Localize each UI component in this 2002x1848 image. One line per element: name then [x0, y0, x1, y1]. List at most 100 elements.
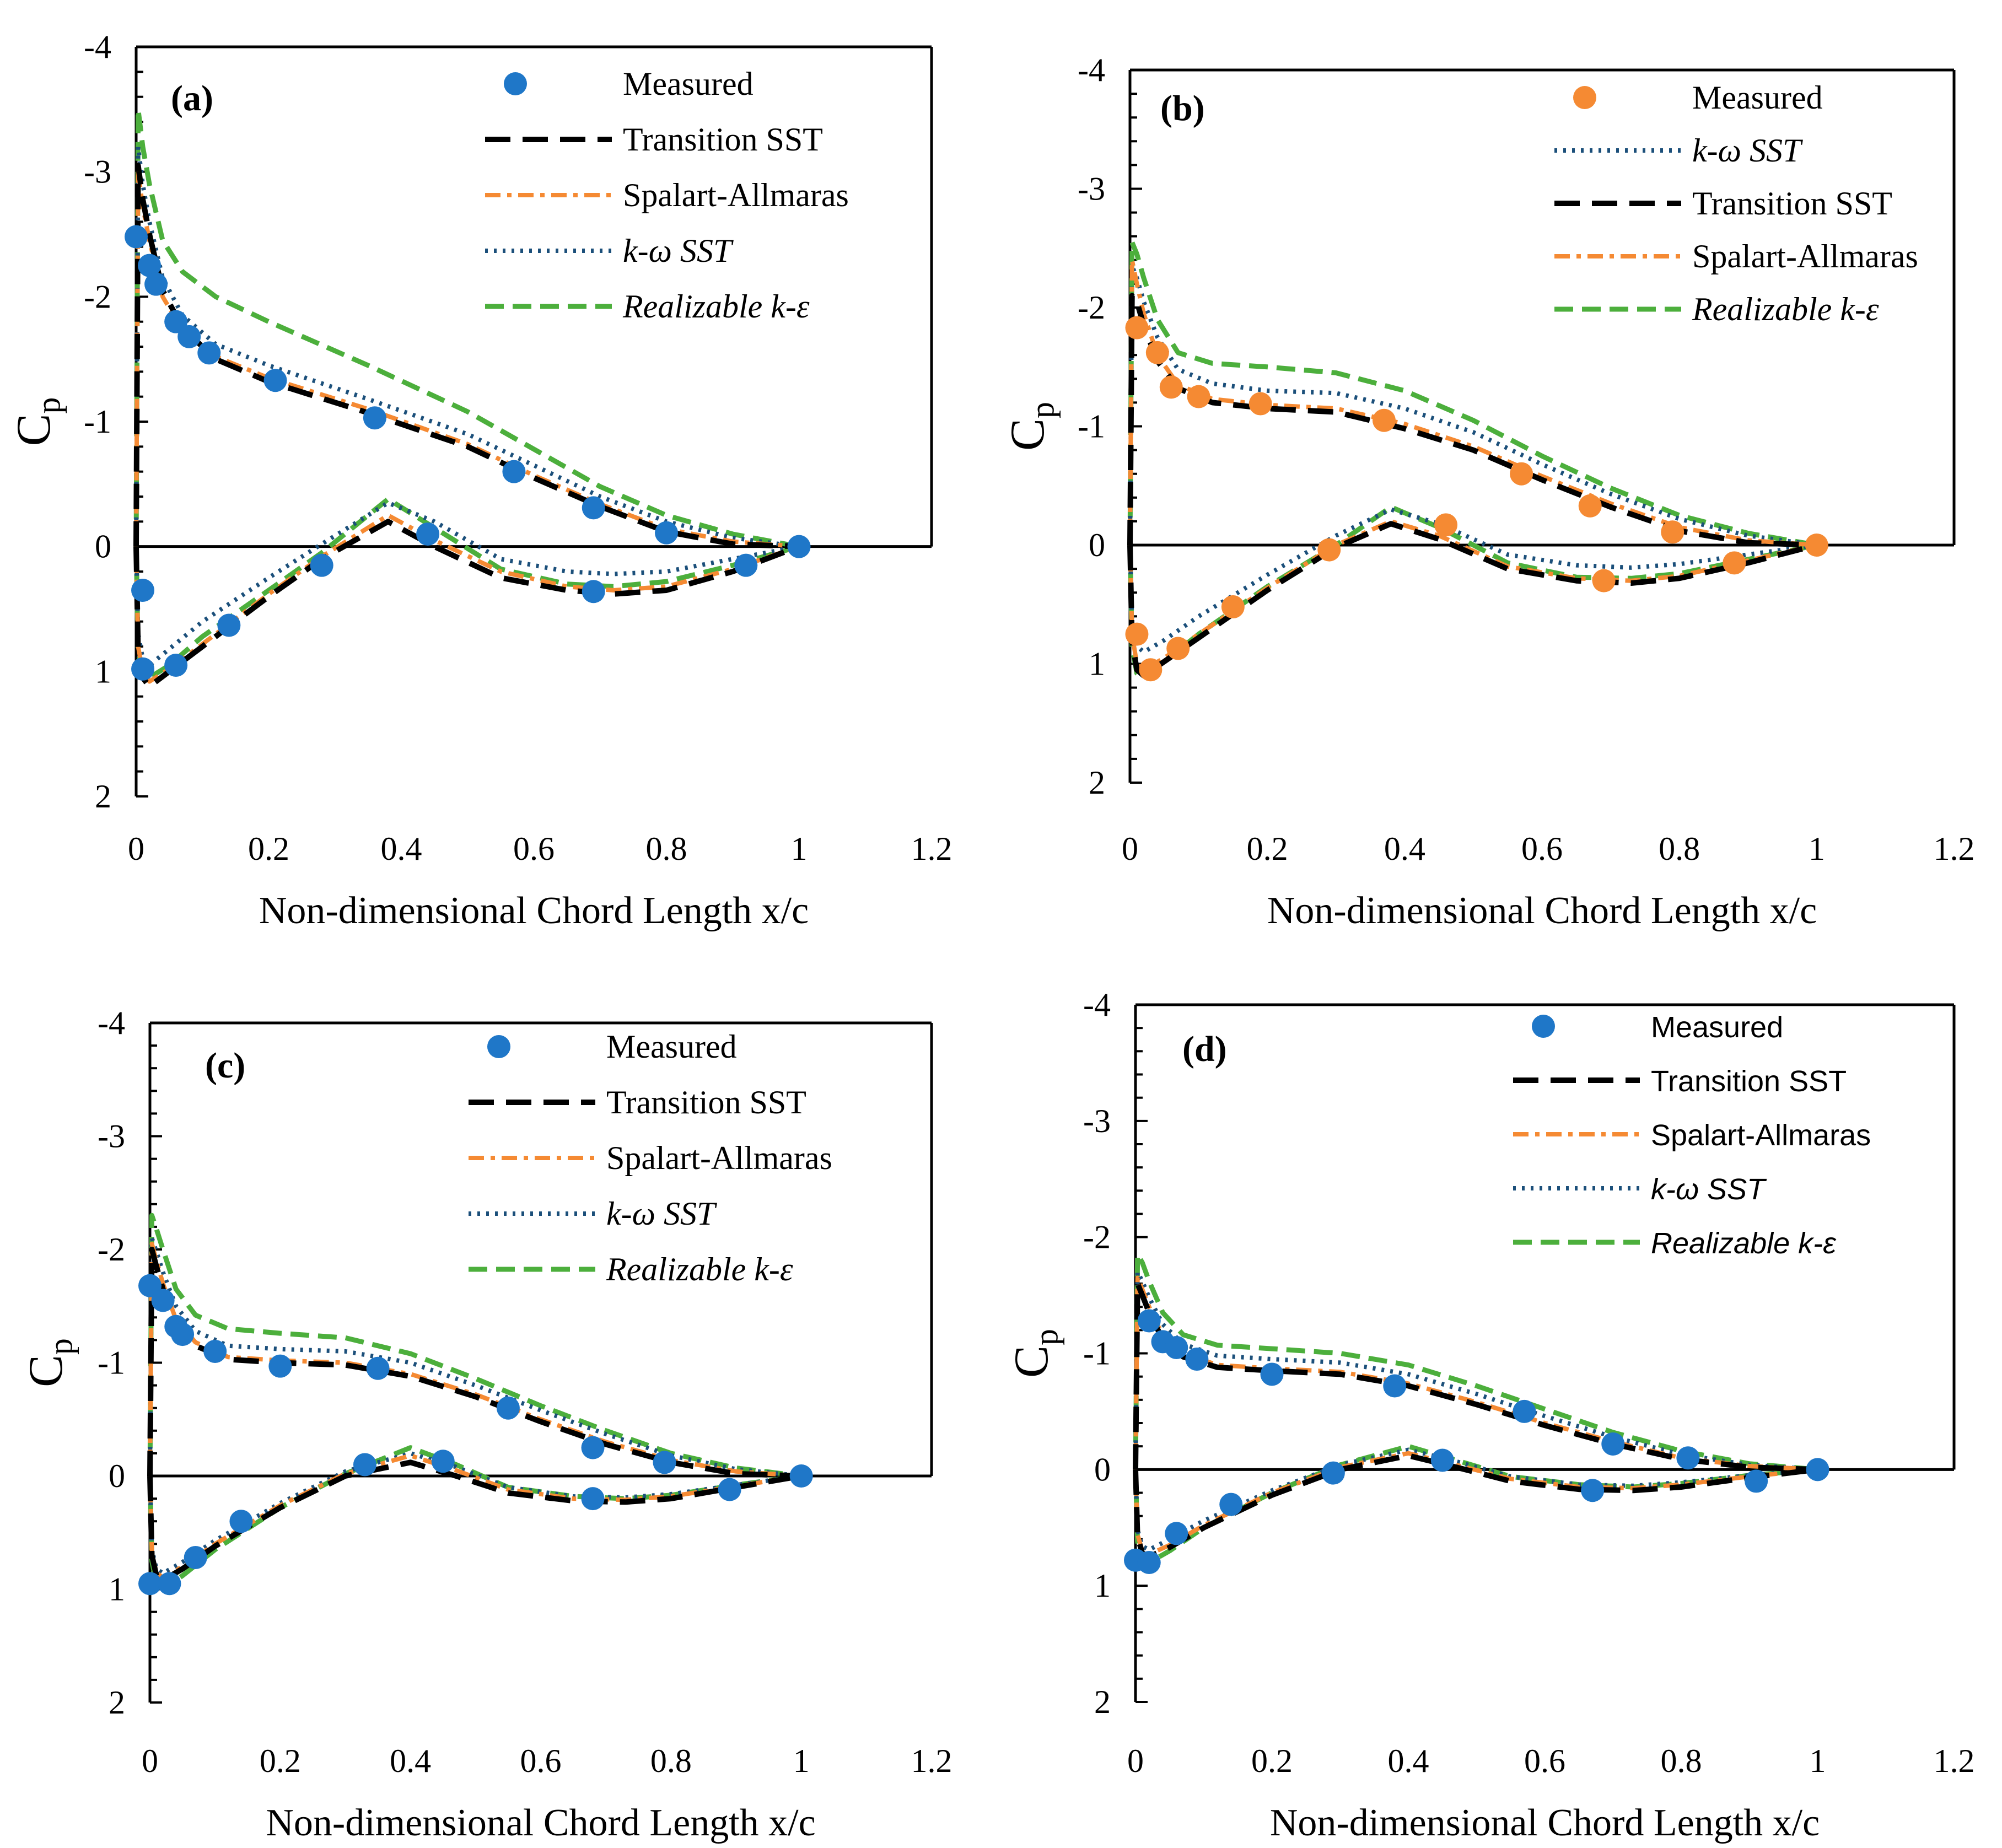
legend-label-k-omega-sst: k-ω SST [623, 233, 734, 269]
y-tick-label: -1 [84, 403, 111, 440]
x-tick-label: 0.2 [1247, 831, 1288, 867]
measured-point [1578, 494, 1602, 518]
measured-point [158, 1572, 181, 1596]
measured-point [581, 1436, 605, 1459]
y-axis-title-sub: p [1028, 1329, 1064, 1345]
measured-point [1806, 1458, 1829, 1481]
y-tick-label: -2 [98, 1231, 125, 1268]
legend-label-measured: Measured [623, 66, 754, 102]
measured-point [431, 1450, 455, 1473]
y-tick-label: -3 [1083, 1103, 1111, 1139]
measured-point [164, 310, 188, 333]
x-tick-label: 0.8 [1659, 831, 1700, 867]
series-line-transition-sst-lower [147, 1459, 802, 1583]
y-tick-label: 1 [1094, 1567, 1111, 1604]
measured-point [171, 1323, 195, 1346]
measured-point [1166, 637, 1190, 660]
legend-label-k-omega-sst: k-ω SST [1692, 132, 1803, 169]
x-tick-label: 1.2 [1934, 831, 1975, 867]
y-tick-label: 2 [109, 1684, 125, 1721]
measured-point [138, 1572, 162, 1596]
legend-label-realizable-k-epsilon: Realizable k-ε [606, 1251, 793, 1287]
y-tick-label: -3 [84, 154, 111, 190]
measured-point [366, 1356, 390, 1380]
x-tick-label: 0.4 [1384, 831, 1425, 867]
y-tick-label: 0 [1089, 527, 1105, 563]
series-line-realizable-k-epsilon-upper [1127, 240, 1817, 548]
legend-label-transition-sst: Transition SST [623, 121, 823, 158]
measured-point [1805, 534, 1828, 557]
legend-label-spalart-allmaras: Spalart-Allmaras [1692, 238, 1918, 274]
measured-point [1139, 658, 1163, 682]
x-axis-title: Non-dimensional Chord Length x/c [259, 890, 809, 932]
measured-point [496, 1396, 520, 1420]
measured-point [197, 341, 221, 365]
y-tick-label: -2 [1078, 289, 1105, 326]
measured-point [310, 553, 333, 577]
legend-label-realizable-k-epsilon: Realizable k-ε [1692, 291, 1879, 327]
measured-point [1723, 551, 1746, 575]
y-tick-label: 1 [1089, 646, 1105, 682]
x-tick-label: 1 [791, 831, 808, 867]
series-line-spalart-allmaras-upper [134, 169, 799, 549]
measured-point [1125, 622, 1149, 646]
measured-point [1430, 1448, 1454, 1472]
y-tick-label: 1 [109, 1571, 125, 1608]
measured-point [581, 1487, 605, 1511]
legend-label-measured: Measured [606, 1028, 737, 1065]
legend-label-measured: Measured [1692, 79, 1823, 116]
series-line-spalart-allmaras-upper [1133, 1275, 1818, 1472]
legend-label-transition-sst: Transition SST [606, 1084, 806, 1120]
series-line-realizable-k-epsilon-upper [147, 1213, 802, 1479]
y-axis-title-main: C [19, 1355, 73, 1387]
x-tick-label: 0.4 [1388, 1743, 1429, 1779]
measured-point [1510, 462, 1533, 486]
series-line-realizable-k-epsilon-upper [133, 106, 800, 549]
x-tick-label: 0.4 [390, 1743, 431, 1779]
measured-point [217, 613, 241, 637]
measured-point [582, 496, 605, 520]
x-tick-label: 0.6 [513, 831, 555, 867]
legend-label-realizable-k-epsilon: Realizable k-ε [1651, 1227, 1837, 1260]
measured-point [1317, 538, 1341, 562]
x-tick-label: 1.2 [911, 1743, 952, 1779]
measured-point [1221, 595, 1245, 619]
x-tick-label: 0.6 [1521, 831, 1563, 867]
y-axis-title-main: C [1001, 418, 1054, 451]
legend-label-spalart-allmaras: Spalart-Allmaras [606, 1140, 832, 1176]
legend-label-spalart-allmaras: Spalart-Allmaras [623, 177, 849, 213]
y-tick-label: 0 [95, 529, 111, 565]
panel-label: (b) [1160, 88, 1205, 128]
measured-point [131, 579, 155, 602]
series-line-k-omega-sst-lower [134, 500, 800, 667]
x-tick-label: 0.2 [1251, 1743, 1293, 1779]
measured-point [1592, 569, 1616, 592]
x-tick-label: 0.4 [381, 831, 422, 867]
measured-point [582, 580, 605, 604]
series-line-k-omega-sst-upper [1128, 263, 1817, 547]
series-line-realizable-k-epsilon-upper [1133, 1252, 1818, 1472]
x-tick-label: 1.2 [911, 831, 952, 867]
x-tick-label: 1 [793, 1743, 810, 1779]
series-line-k-omega-sst-upper [1133, 1269, 1818, 1472]
series-line-transition-sst-upper [1127, 293, 1817, 548]
measured-point [1125, 316, 1149, 340]
measured-point [787, 535, 811, 558]
measured-point [1372, 408, 1396, 432]
measured-point [177, 325, 201, 348]
x-axis-title: Non-dimensional Chord Length x/c [1267, 890, 1817, 932]
measured-point [203, 1339, 227, 1363]
measured-point [655, 521, 678, 545]
y-tick-label: -2 [1083, 1219, 1111, 1256]
x-tick-label: 0 [128, 831, 144, 867]
measured-point [1513, 1399, 1536, 1423]
panel-label: (c) [205, 1046, 245, 1086]
series-line-realizable-k-epsilon-lower [1127, 504, 1817, 681]
x-tick-label: 0.2 [260, 1743, 301, 1779]
measured-point [125, 225, 148, 249]
measured-point [229, 1510, 253, 1533]
